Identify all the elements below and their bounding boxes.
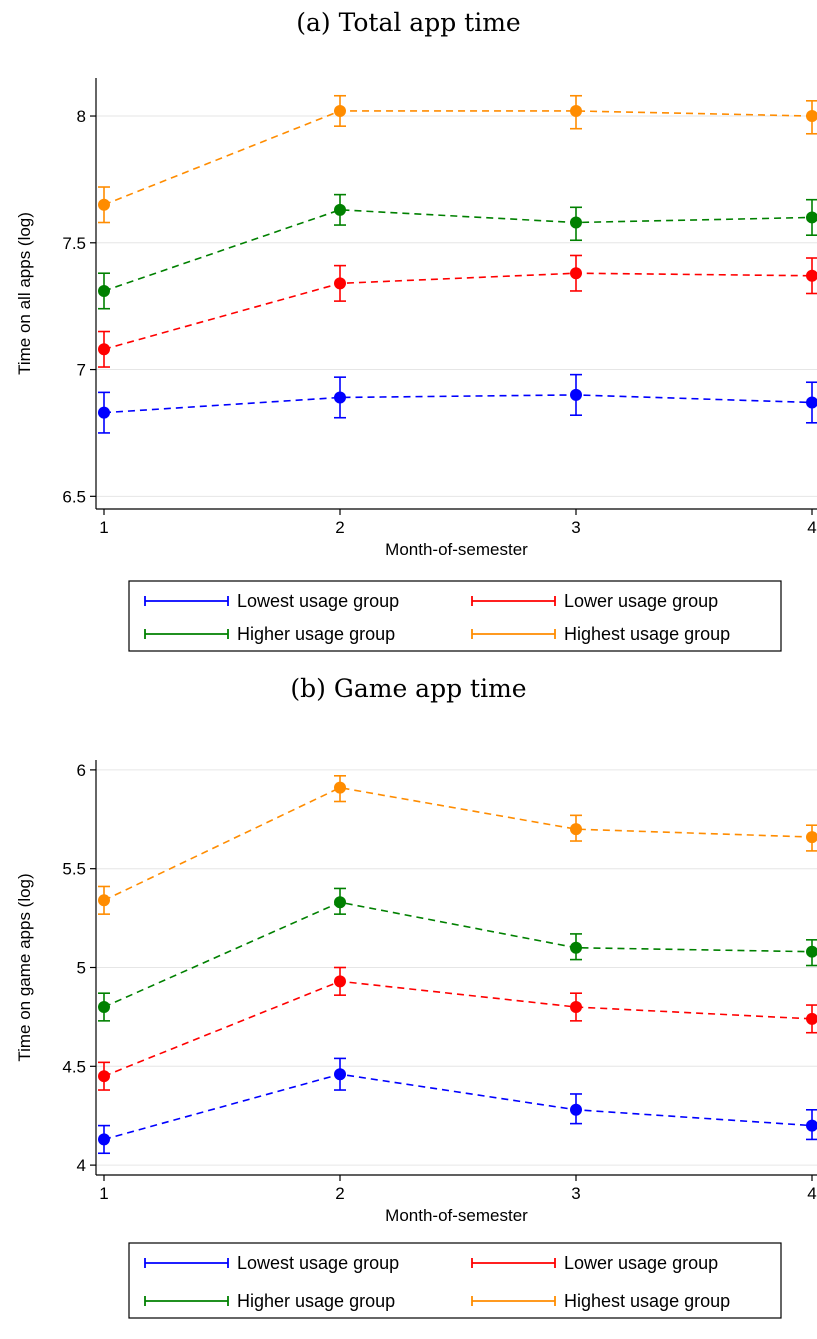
series-line-highest-usage-group	[103, 110, 813, 206]
y-tick-label: 7.5	[62, 234, 86, 253]
series-line-lowest-usage-group	[103, 1073, 813, 1141]
data-point-lower-usage-group	[570, 1001, 582, 1014]
data-point-lowest-usage-group	[570, 388, 582, 401]
legend-label-lowest-usage-group: Lowest usage group	[237, 1253, 399, 1273]
chart-panel-game-app-time: (b) Game app time 4 4.5 5 5.5 6 1 2 3 4 Month-of-…	[0, 668, 817, 1339]
data-point-higher-usage-group	[806, 945, 817, 958]
data-point-highest-usage-group	[98, 894, 110, 907]
data-point-lower-usage-group	[98, 1070, 110, 1083]
data-point-higher-usage-group	[806, 211, 817, 224]
data-point-lowest-usage-group	[806, 1119, 817, 1132]
legend-label-lower-usage-group: Lower usage group	[564, 591, 718, 611]
data-point-lowest-usage-group	[98, 406, 110, 419]
x-axis-title: Month-of-semester	[385, 540, 528, 559]
y-tick-label: 4.5	[62, 1057, 86, 1076]
data-point-higher-usage-group	[570, 216, 582, 229]
y-tick-label: 5	[77, 959, 86, 978]
y-tick-label: 5.5	[62, 860, 86, 879]
data-point-lower-usage-group	[570, 267, 582, 280]
data-point-higher-usage-group	[570, 941, 582, 954]
x-tick-label: 3	[571, 518, 580, 537]
data-point-lowest-usage-group	[570, 1103, 582, 1116]
legend-label-higher-usage-group: Higher usage group	[237, 624, 395, 644]
x-tick-label: 2	[335, 1184, 344, 1203]
data-point-highest-usage-group	[334, 104, 346, 117]
data-point-higher-usage-group	[98, 1001, 110, 1014]
data-point-lowest-usage-group	[806, 396, 817, 409]
x-tick-label: 4	[807, 1184, 816, 1203]
data-point-lower-usage-group	[806, 269, 817, 282]
x-tick-label: 1	[99, 518, 108, 537]
legend-label-lowest-usage-group: Lowest usage group	[237, 591, 399, 611]
data-point-highest-usage-group	[98, 198, 110, 211]
legend-label-lower-usage-group: Lower usage group	[564, 1253, 718, 1273]
chart-title: (b) Game app time	[290, 674, 527, 703]
data-point-higher-usage-group	[334, 203, 346, 216]
y-axis-title: Time on all apps (log)	[15, 212, 34, 375]
data-point-lowest-usage-group	[98, 1133, 110, 1146]
x-tick-label: 4	[807, 518, 816, 537]
series-line-lower-usage-group	[103, 980, 813, 1077]
data-point-lowest-usage-group	[334, 1068, 346, 1081]
legend-label-higher-usage-group: Higher usage group	[237, 1291, 395, 1311]
chart-svg-total-app-time: 6.5 7 7.5 8 1 2 3 4 Month-of-semester Time on all…	[15, 78, 817, 652]
data-point-lower-usage-group	[334, 975, 346, 988]
y-tick-label: 7	[77, 361, 86, 380]
series-line-higher-usage-group	[103, 901, 813, 1008]
chart-svg-game-app-time: 4 4.5 5 5.5 6 1 2 3 4 Month-of-semester Time on ga…	[15, 760, 817, 1319]
series-line-lower-usage-group	[103, 272, 813, 351]
y-axis-title: Time on game apps (log)	[15, 873, 34, 1061]
y-tick-label: 6.5	[62, 487, 86, 506]
x-tick-label: 1	[99, 1184, 108, 1203]
x-tick-label: 3	[571, 1184, 580, 1203]
y-tick-label: 4	[77, 1156, 86, 1175]
data-point-highest-usage-group	[570, 823, 582, 836]
chart-panel-total-app-time: (a) Total app time 6.5 7 7.5 8 1 2 3 4 Month-of-…	[0, 0, 817, 660]
y-tick-label: 6	[77, 761, 86, 780]
series-line-highest-usage-group	[103, 786, 813, 902]
data-point-highest-usage-group	[334, 781, 346, 794]
data-point-lowest-usage-group	[334, 391, 346, 404]
chart-title: (a) Total app time	[296, 8, 521, 37]
legend-label-highest-usage-group: Highest usage group	[564, 1291, 730, 1311]
y-tick-label: 8	[77, 107, 86, 126]
x-tick-label: 2	[335, 518, 344, 537]
data-point-lower-usage-group	[334, 277, 346, 290]
data-point-lower-usage-group	[806, 1012, 817, 1025]
data-point-higher-usage-group	[98, 284, 110, 297]
legend-label-highest-usage-group: Highest usage group	[564, 624, 730, 644]
series-line-lowest-usage-group	[103, 394, 813, 414]
series-line-higher-usage-group	[103, 209, 813, 292]
data-point-highest-usage-group	[570, 104, 582, 117]
legend-box	[128, 1242, 782, 1319]
data-point-lower-usage-group	[98, 343, 110, 356]
data-point-highest-usage-group	[806, 831, 817, 844]
data-point-higher-usage-group	[334, 896, 346, 909]
x-axis-title: Month-of-semester	[385, 1206, 528, 1225]
data-point-highest-usage-group	[806, 110, 817, 123]
legend-box	[128, 580, 782, 652]
